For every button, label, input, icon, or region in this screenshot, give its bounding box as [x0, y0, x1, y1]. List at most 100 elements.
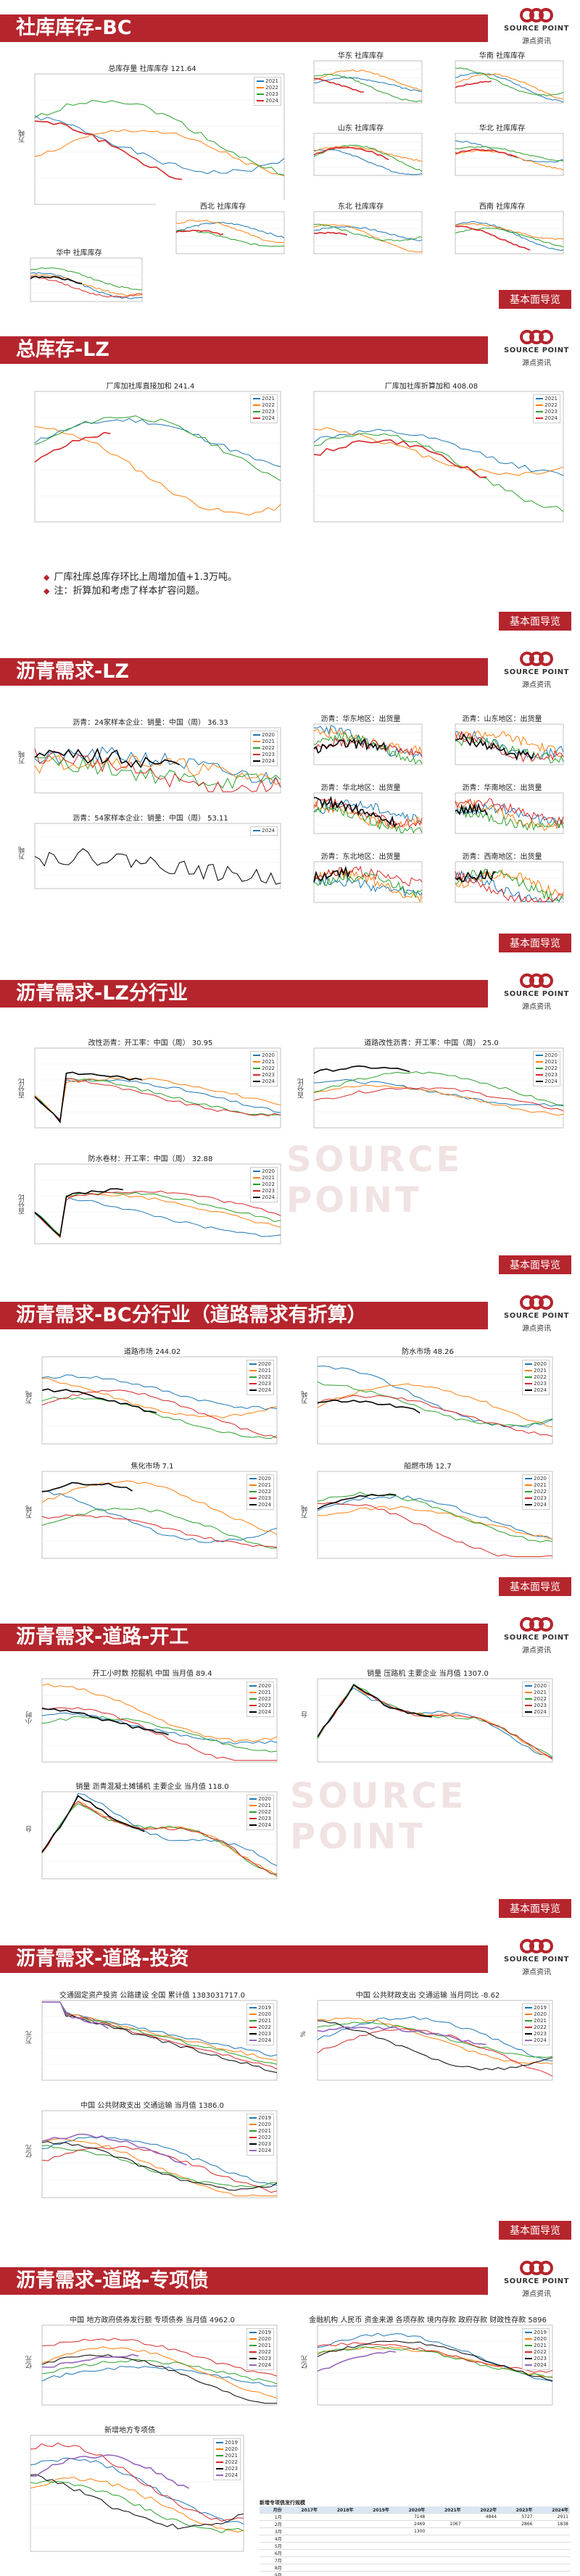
- table-cell: [498, 2564, 534, 2572]
- table-cell: 5727: [498, 2513, 534, 2521]
- legend-swatch: [253, 1081, 261, 1082]
- fundamentals-nav-button[interactable]: 基本面导览: [499, 1255, 571, 1274]
- legend-swatch: [525, 1504, 533, 1505]
- legend-label: 2022: [258, 2135, 271, 2140]
- series-line: [455, 221, 564, 252]
- legend-swatch: [257, 100, 265, 101]
- legend-swatch: [253, 1055, 261, 1056]
- table-cell: 1067: [426, 2520, 463, 2528]
- plot-frame: [30, 257, 143, 302]
- legend-item: 2023: [525, 2356, 547, 2362]
- fundamentals-nav-button[interactable]: 基本面导览: [499, 1577, 571, 1596]
- brand-name: SOURCE POINT: [504, 25, 569, 33]
- watermark: SOURCE POINT: [286, 1139, 463, 1221]
- plot-frame: [313, 133, 423, 176]
- table-cell: [426, 2556, 463, 2564]
- brand-name-cn: 源点资讯: [522, 1647, 551, 1655]
- legend-item: 2024: [525, 2362, 547, 2369]
- chart-excavator-hours: 开工小时数 挖掘机 中国 当月值 89.4 2020 2021 2022 2023 20…: [22, 1667, 283, 1772]
- legend-item: 2019: [249, 2005, 271, 2011]
- legend-item: 2022: [249, 1374, 271, 1381]
- legend-label: 2022: [258, 2024, 271, 2030]
- legend-item: 2020: [525, 1683, 547, 1690]
- chart-north-social-inventory: 华北 社库库存: [435, 122, 569, 186]
- section-bc-social-inventory: 社库库存-BC SOURCE POINT 源点资讯 总库存量 社库库存 121.…: [0, 0, 580, 322]
- legend-swatch: [525, 1389, 533, 1391]
- legend-label: 2024: [534, 1709, 547, 1715]
- plot-frame: [41, 1356, 278, 1445]
- y-axis-label: 万元: [26, 2031, 33, 2044]
- inventory-notes: ◆ 厂库社库总库存环比上周增加值+1.3万吨。 ◆ 注：折算加和考虑了样本扩容问题。: [44, 570, 237, 598]
- chart-plot: [313, 861, 423, 903]
- legend-swatch: [249, 2124, 257, 2125]
- table-cell: [390, 2542, 427, 2550]
- legend-item: 2021: [536, 1059, 558, 1065]
- legend-item: 2020: [249, 1361, 271, 1368]
- legend-swatch: [249, 1363, 257, 1365]
- plot-frame: [455, 861, 564, 903]
- legend-swatch: [216, 2461, 224, 2463]
- fundamentals-nav-button[interactable]: 基本面导览: [499, 612, 571, 631]
- table-cell: [355, 2535, 391, 2543]
- legend-item: 2019: [249, 2115, 271, 2122]
- legend-label: 2021: [544, 396, 558, 402]
- series-line: [41, 1707, 169, 1736]
- chart-title: 沥青：西南地区：出货量: [462, 853, 542, 861]
- series-line: [317, 1493, 397, 1510]
- series-line: [41, 2136, 278, 2186]
- series-line: [41, 1490, 278, 1543]
- series-line: [41, 1792, 278, 1866]
- legend-item: 2020: [249, 1683, 271, 1690]
- y-axis-label: 万吨: [19, 130, 26, 143]
- plot-frame: [30, 2435, 244, 2552]
- fundamentals-nav-button[interactable]: 基本面导览: [499, 934, 571, 952]
- series-line: [455, 733, 534, 761]
- legend-label: 2024: [534, 1502, 547, 1508]
- fundamentals-nav-button[interactable]: 基本面导览: [499, 2221, 571, 2240]
- legend-item: 2023: [253, 1188, 275, 1194]
- chart-legend: 2020 2021 2022 2023 2024: [246, 1360, 274, 1395]
- legend-swatch: [253, 754, 261, 755]
- series-line: [313, 77, 423, 92]
- brand-name: SOURCE POINT: [504, 668, 569, 676]
- chart-plot: [313, 211, 423, 254]
- legend-swatch: [249, 2351, 257, 2353]
- fundamentals-nav-button[interactable]: 基本面导览: [499, 1899, 571, 1918]
- series-line: [455, 72, 564, 103]
- legend-swatch: [536, 404, 544, 406]
- series-line: [317, 1383, 553, 1428]
- series-line: [30, 272, 143, 299]
- legend-label: 2023: [258, 1816, 271, 1821]
- table-header-cell: 2020年: [390, 2506, 427, 2514]
- legend-item: 2023: [536, 1072, 558, 1079]
- chart-plot: [455, 60, 564, 104]
- series-line: [41, 1480, 278, 1535]
- series-line: [313, 69, 422, 91]
- legend-item: 2023: [249, 2356, 271, 2362]
- chart-transport-spending-yoy: 中国 公共财政支出 交通运输 当月同比 -8.62 2019 2020 2021 20…: [297, 1989, 558, 2090]
- legend-swatch: [536, 1068, 544, 1069]
- chart-title: 新增地方专项债: [104, 2427, 155, 2435]
- legend-item: 2023: [253, 752, 275, 758]
- chart-total-social-inventory: 总库存量 社库库存 121.64 2021 2022 2023 2024 万吨: [14, 62, 290, 215]
- legend-swatch: [525, 1370, 533, 1371]
- series-line: [41, 1716, 278, 1753]
- table-cell: [319, 2549, 355, 2557]
- table-cell: [319, 2535, 355, 2543]
- legend-swatch: [249, 2117, 257, 2119]
- legend-swatch: [216, 2475, 224, 2476]
- legend-swatch: [249, 2007, 257, 2008]
- series-line: [41, 1396, 278, 1439]
- series-line: [317, 1492, 553, 1542]
- legend-label: 2023: [534, 1703, 547, 1708]
- section-title: 沥青需求-道路-投资: [0, 1945, 488, 1973]
- table-cell: [283, 2535, 320, 2543]
- series-line: [41, 2353, 139, 2368]
- fundamentals-nav-button[interactable]: 基本面导览: [499, 290, 571, 309]
- legend-item: 2022: [536, 402, 558, 409]
- chart-title: 华东 社库库存: [337, 52, 384, 60]
- legend-item: 2024: [525, 2037, 547, 2044]
- table-cell: [462, 2520, 499, 2528]
- table-cell: 4844: [462, 2513, 499, 2521]
- legend-label: 2022: [258, 1374, 271, 1380]
